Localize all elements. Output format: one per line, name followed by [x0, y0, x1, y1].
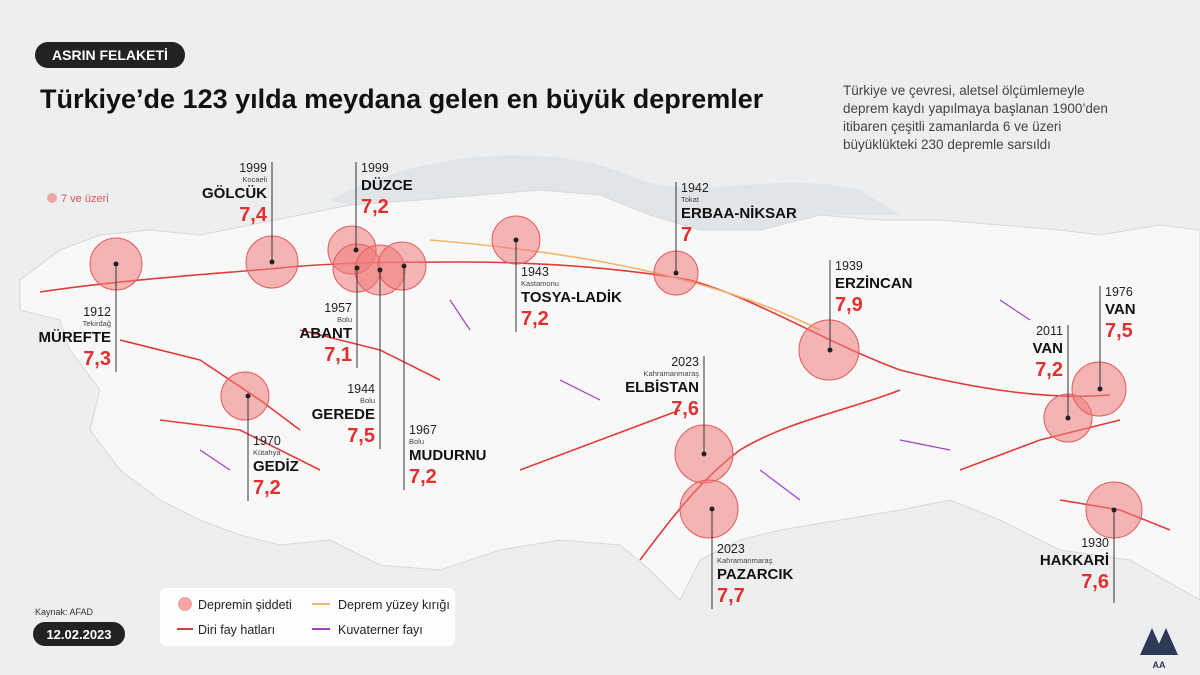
quake-magnitude: 7,5 — [1105, 320, 1133, 342]
badge-bg — [35, 42, 185, 68]
quake-province: Kastamonu — [521, 279, 559, 288]
quake-year: 1976 — [1105, 285, 1133, 299]
badge: ASRIN FELAKETİ — [52, 47, 168, 63]
title: Türkiye’de 123 yılda meydana gelen en bü… — [40, 84, 764, 114]
surface-rupture — [429, 239, 821, 331]
date-bg — [33, 622, 125, 646]
legend-item: Depremin şiddeti — [198, 598, 292, 612]
quake-year: 1943 — [521, 265, 549, 279]
quake-magnitude: 7,7 — [717, 585, 745, 607]
quake-name: HAKKARİ — [1040, 552, 1109, 569]
quake-circle — [220, 371, 270, 421]
quake-center — [377, 267, 383, 273]
quake-name: ERBAA-NİKSAR — [681, 205, 797, 222]
quake-magnitude: 7,2 — [1035, 359, 1063, 381]
quake-center — [401, 263, 407, 269]
quake-name: ERZİNCAN — [835, 275, 913, 292]
quake-year: 1957 — [324, 301, 352, 315]
legend-item: Deprem yüzey kırığı — [338, 598, 450, 612]
legend-item: Diri fay hatları — [198, 623, 275, 637]
quake-center — [354, 265, 360, 271]
map-legend: 7 ve üzeri — [61, 193, 109, 205]
quake-year: 1939 — [835, 259, 863, 273]
quake-year: 1944 — [347, 382, 375, 396]
quake-name: MÜREFTE — [39, 329, 112, 346]
quaternary-faults — [199, 299, 1031, 501]
quake-province: Tekirdağ — [83, 319, 111, 328]
logo-mark — [1140, 628, 1178, 655]
legend-item: Kuvaterner fayı — [338, 623, 423, 637]
earthquakes: 1999KocaeliGÖLCÜK7,41999DÜZCE7,21957Bolu… — [39, 161, 1143, 609]
quake-province: Kahramanmaraş — [717, 556, 773, 565]
quake-circle — [679, 479, 739, 539]
quake-center — [673, 270, 679, 276]
quake-center — [245, 393, 251, 399]
turkey-land — [19, 189, 1200, 601]
quake-name: ELBİSTAN — [625, 379, 699, 396]
quake-center — [513, 237, 519, 243]
quake-magnitude: 7,2 — [253, 477, 281, 499]
black-sea — [330, 155, 900, 230]
quake-center — [1065, 415, 1071, 421]
quake-center — [113, 261, 119, 267]
quake-province: Bolu — [409, 437, 424, 446]
quake-magnitude: 7,2 — [361, 196, 389, 218]
quake-year: 1970 — [253, 434, 281, 448]
map-legend-dot — [47, 193, 57, 203]
quake-name: MUDURNU — [409, 447, 487, 464]
quake-province: Kocaeli — [242, 175, 267, 184]
quake-magnitude: 7,6 — [671, 398, 699, 420]
fault-lines — [39, 261, 1171, 561]
quake-center — [1111, 507, 1117, 513]
logo: AA — [1153, 660, 1166, 670]
quake-name: GEREDE — [312, 406, 375, 423]
date: 12.02.2023 — [46, 627, 111, 642]
quake-magnitude: 7,5 — [347, 425, 375, 447]
quake-center — [709, 506, 715, 512]
quake-name: DÜZCE — [361, 177, 413, 194]
quake-name: TOSYA-LADİK — [521, 289, 622, 306]
quake-name: PAZARCIK — [717, 566, 794, 583]
quake-year: 1930 — [1081, 536, 1109, 550]
quake-year: 1967 — [409, 423, 437, 437]
quake-magnitude: 7,9 — [835, 294, 863, 316]
quake-province: Bolu — [337, 315, 352, 324]
quake-name: ABANT — [300, 325, 353, 342]
quake-magnitude: 7,4 — [239, 204, 268, 226]
quake-center — [701, 451, 707, 457]
quake-magnitude: 7,2 — [409, 466, 437, 488]
quake-year: 1999 — [239, 161, 267, 175]
legend-circle — [178, 597, 192, 611]
quake-magnitude: 7,2 — [521, 308, 549, 330]
quake-year: 1942 — [681, 181, 709, 195]
description: Türkiye ve çevresi, aletsel ölçümlemeyle… — [843, 83, 1108, 152]
quake-magnitude: 7,1 — [324, 344, 352, 366]
quake-province: Tokat — [681, 195, 700, 204]
source: Kaynak: AFAD — [35, 607, 94, 617]
quake-name: VAN — [1105, 301, 1136, 318]
quake-province: Kütahya — [253, 448, 281, 457]
quake-center — [1097, 386, 1103, 392]
quake-center — [827, 347, 833, 353]
quake-year: 2023 — [717, 542, 745, 556]
quake-magnitude: 7,6 — [1081, 571, 1109, 593]
quake-name: VAN — [1032, 340, 1063, 357]
quake-year: 1912 — [83, 305, 111, 319]
quake-province: Bolu — [360, 396, 375, 405]
legend-box — [160, 588, 455, 646]
quake-name: GEDİZ — [253, 458, 299, 475]
quake-magnitude: 7 — [681, 224, 692, 246]
quake-year: 2023 — [671, 355, 699, 369]
quake-year: 1999 — [361, 161, 389, 175]
quake-province: Kahramanmaraş — [644, 369, 700, 378]
quake-magnitude: 7,3 — [83, 348, 111, 370]
quake-year: 2011 — [1036, 324, 1063, 338]
quake-center — [353, 247, 359, 253]
quake-center — [269, 259, 275, 265]
quake-name: GÖLCÜK — [202, 185, 267, 202]
